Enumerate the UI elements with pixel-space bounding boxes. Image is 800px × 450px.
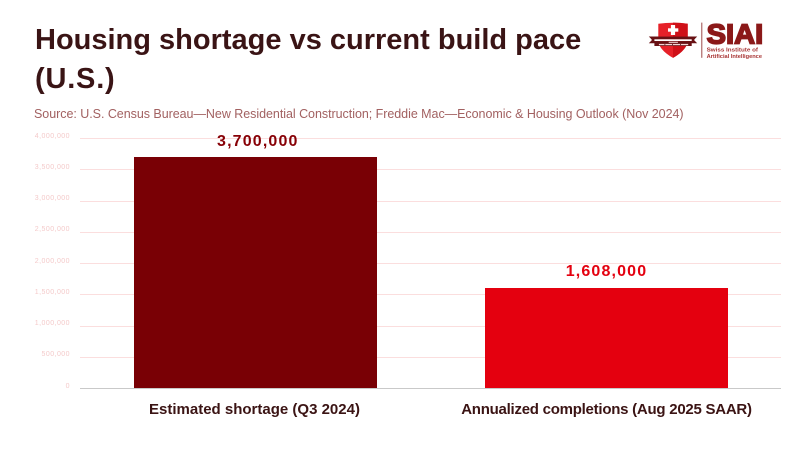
- svg-text:Swiss Institute of: Swiss Institute of: [707, 48, 759, 54]
- svg-text:SIAI: SIAI: [707, 18, 764, 50]
- svg-text:Artificial Intelligence: Artificial Intelligence: [707, 54, 762, 60]
